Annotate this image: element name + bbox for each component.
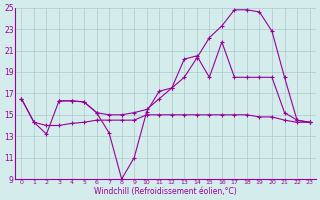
X-axis label: Windchill (Refroidissement éolien,°C): Windchill (Refroidissement éolien,°C) — [94, 187, 237, 196]
